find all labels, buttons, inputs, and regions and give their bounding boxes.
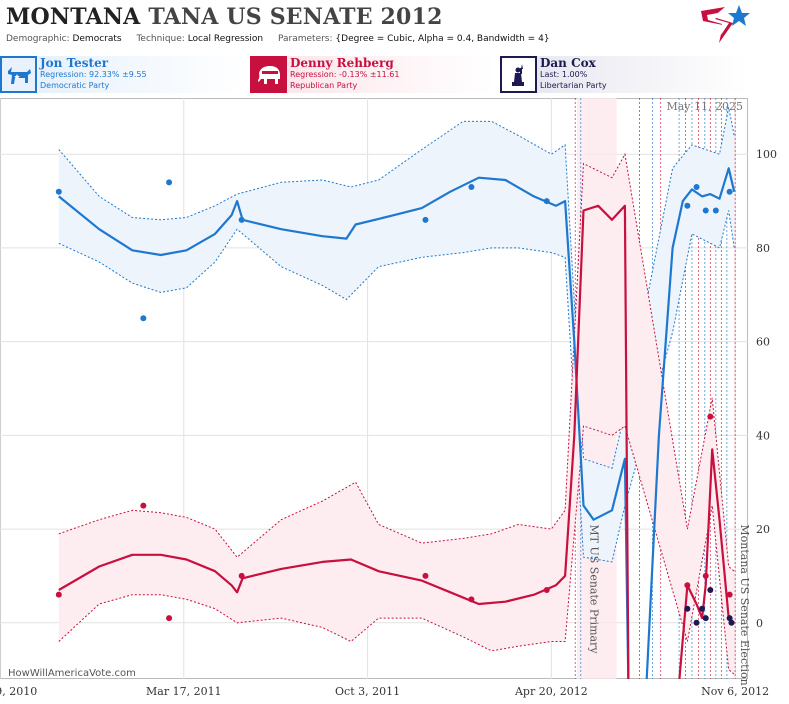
donkey-icon bbox=[0, 56, 37, 93]
jon-tester-poll-point bbox=[543, 198, 550, 205]
x-tick-label: Mar 17, 2011 bbox=[146, 685, 222, 698]
jon-tester-poll-point bbox=[468, 184, 475, 191]
parameters-value: {Degree = Cubic, Alpha = 0.4, Bandwidth … bbox=[335, 34, 550, 44]
candidate-name: Denny Rehberg bbox=[290, 56, 394, 70]
dan-cox-poll-point bbox=[707, 586, 714, 593]
denny-rehberg-poll-point bbox=[422, 572, 429, 579]
y-tick-label: 100 bbox=[756, 148, 777, 161]
technique-label: Technique: bbox=[136, 34, 185, 44]
jon-tester-regression-line bbox=[58, 167, 736, 679]
y-tick-label: 40 bbox=[756, 429, 770, 442]
elephant-icon bbox=[250, 56, 287, 93]
candidate-regression: Regression: 92.33% ±9.55 bbox=[40, 70, 147, 79]
denny-rehberg-poll-point bbox=[707, 413, 714, 420]
statue-of-liberty-icon bbox=[500, 56, 537, 93]
candidate-party: Democratic Party bbox=[40, 81, 110, 90]
denny-rehberg-poll-point bbox=[702, 572, 709, 579]
dan-cox-poll-point bbox=[684, 605, 691, 612]
x-tick-label: Oct 3, 2011 bbox=[335, 685, 400, 698]
title-rest: TANA US SENATE 2012 bbox=[148, 4, 443, 30]
jon-tester-poll-point bbox=[238, 216, 245, 223]
jon-tester-poll-point bbox=[726, 188, 733, 195]
jon-tester-poll-point bbox=[684, 202, 691, 209]
candidate-tester[interactable]: Jon Tester Regression: 92.33% ±9.55 Demo… bbox=[0, 56, 245, 93]
jon-tester-lower-bound bbox=[58, 210, 735, 563]
denny-rehberg-poll-point bbox=[238, 572, 245, 579]
denny-rehberg-poll-point bbox=[140, 502, 147, 509]
poll-regression-chart[interactable]: 0 20 40 60 80 100 Aug 29, 2010 Mar 17, 2011 Oct … bbox=[0, 96, 789, 704]
jon-tester-poll-point bbox=[693, 184, 700, 191]
candidate-last-value: Last: 1.00% bbox=[540, 70, 588, 79]
dan-cox-poll-point bbox=[728, 619, 735, 626]
y-tick-label: 20 bbox=[756, 523, 770, 536]
candidate-legend: Jon Tester Regression: 92.33% ±9.55 Demo… bbox=[0, 56, 748, 93]
dan-cox-poll-point bbox=[726, 615, 733, 622]
y-tick-label: 0 bbox=[756, 617, 763, 630]
technique-value: Local Regression bbox=[187, 34, 264, 44]
denny-rehberg-poll-point bbox=[684, 582, 691, 589]
y-tick-label: 80 bbox=[756, 242, 770, 255]
demographic-value: Democrats bbox=[72, 34, 122, 44]
denny-rehberg-poll-point bbox=[55, 591, 62, 598]
candidate-name: Dan Cox bbox=[540, 56, 596, 70]
denny-rehberg-poll-point bbox=[726, 591, 733, 598]
jon-tester-poll-point bbox=[422, 216, 429, 223]
candidate-rehberg[interactable]: Denny Rehberg Regression: -0.13% ±11.61 … bbox=[250, 56, 495, 93]
chart-parameters: Demographic: Democrats Technique: Local … bbox=[6, 34, 562, 44]
event-annotation: MT US Senate Primary bbox=[588, 524, 601, 654]
x-tick-label: Aug 29, 2010 bbox=[0, 685, 37, 698]
site-logo-icon[interactable] bbox=[699, 3, 751, 49]
dan-cox-poll-point bbox=[693, 619, 700, 626]
denny-rehberg-poll-point bbox=[468, 596, 475, 603]
event-annotation: Montana US Senate Election bbox=[738, 524, 751, 685]
denny-rehberg-lower-bound bbox=[58, 425, 735, 675]
candidate-party: Republican Party bbox=[290, 81, 358, 90]
parameters-label: Parameters: bbox=[277, 34, 333, 44]
x-tick-label: Nov 6, 2012 bbox=[701, 685, 769, 698]
site-credit[interactable]: HowWillAmericaVote.com bbox=[8, 668, 136, 679]
x-tick-label: Apr 20, 2012 bbox=[514, 685, 588, 698]
title-state: MONTANA bbox=[6, 4, 141, 30]
date-stamp: May 11, 2025 bbox=[666, 100, 743, 113]
page-title: MONTANA TANA US SENATE 2012 bbox=[6, 4, 443, 30]
candidate-cox[interactable]: Dan Cox Last: 1.00% Libertarian Party bbox=[500, 56, 748, 93]
denny-rehberg-poll-point bbox=[543, 586, 550, 593]
plot-area bbox=[55, 98, 736, 679]
jon-tester-poll-point bbox=[702, 207, 709, 214]
y-tick-label: 60 bbox=[756, 336, 770, 349]
candidate-name: Jon Tester bbox=[40, 56, 109, 70]
demographic-label: Demographic: bbox=[6, 34, 70, 44]
jon-tester-poll-point bbox=[166, 179, 173, 186]
denny-rehberg-confidence-band bbox=[58, 154, 735, 675]
candidate-party: Libertarian Party bbox=[540, 81, 607, 90]
jon-tester-poll-point bbox=[140, 315, 147, 322]
dan-cox-poll-point bbox=[702, 615, 709, 622]
dan-cox-poll-point bbox=[699, 605, 706, 612]
jon-tester-poll-point bbox=[55, 188, 62, 195]
jon-tester-poll-point bbox=[712, 207, 719, 214]
denny-rehberg-poll-point bbox=[166, 615, 173, 622]
candidate-regression: Regression: -0.13% ±11.61 bbox=[290, 70, 400, 79]
